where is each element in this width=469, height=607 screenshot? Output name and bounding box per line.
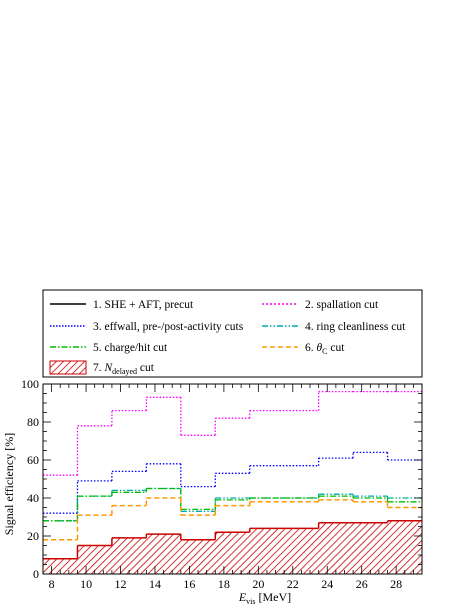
y-tick-label: 80 [27, 415, 39, 429]
x-tick-label: 20 [252, 577, 264, 591]
legend-label-6: 6. θC cut [305, 342, 345, 356]
legend-label-7: 7. Ndelayed cut [93, 362, 155, 376]
x-tick-label: 24 [321, 577, 333, 591]
series-7-area [43, 520, 422, 574]
plot-area [43, 390, 422, 574]
x-tick-label: 12 [115, 577, 127, 591]
legend-label-1: 1. SHE + AFT, precut [93, 299, 194, 311]
legend-entry-1: 1. SHE + AFT, precut [50, 299, 194, 311]
y-axis-label: Signal efficiency [%] [2, 433, 16, 535]
legend: 1. SHE + AFT, precut 2. spallation cut 3… [42, 289, 423, 378]
x-axis-label: Evis [MeV] [238, 590, 291, 606]
axes: 8 10 12 14 16 18 20 22 24 26 28 0 20 40 60 80 100 [21, 377, 423, 591]
x-tick-label: 8 [49, 577, 55, 591]
x-tick-label: 22 [287, 577, 299, 591]
x-tick-label: 10 [80, 577, 92, 591]
x-tick-label: 28 [390, 577, 402, 591]
x-tick-label: 26 [356, 577, 368, 591]
y-tick-label: 20 [27, 529, 39, 543]
x-tick-label: 14 [149, 577, 161, 591]
legend-entry-6: 6. θC cut [262, 342, 345, 356]
legend-entry-3: 3. effwall, pre-/post-activity cuts [50, 321, 244, 333]
legend-label-4: 4. ring cleanliness cut [305, 321, 406, 333]
legend-label-3: 3. effwall, pre-/post-activity cuts [93, 321, 244, 333]
x-tick-label: 18 [218, 577, 230, 591]
legend-label-5: 5. charge/hit cut [93, 342, 168, 354]
y-tick-label: 60 [27, 453, 39, 467]
x-tick-label: 16 [183, 577, 195, 591]
y-tick-label: 0 [33, 567, 39, 581]
legend-entry-5: 5. charge/hit cut [50, 342, 168, 354]
legend-entry-4: 4. ring cleanliness cut [262, 321, 406, 333]
legend-frame [42, 289, 423, 378]
legend-entry-2: 2. spallation cut [262, 299, 379, 311]
y-tick-label: 100 [21, 377, 39, 391]
y-tick-label: 40 [27, 491, 39, 505]
legend-label-2: 2. spallation cut [305, 299, 379, 311]
legend-entry-7: 7. Ndelayed cut [49, 360, 155, 376]
